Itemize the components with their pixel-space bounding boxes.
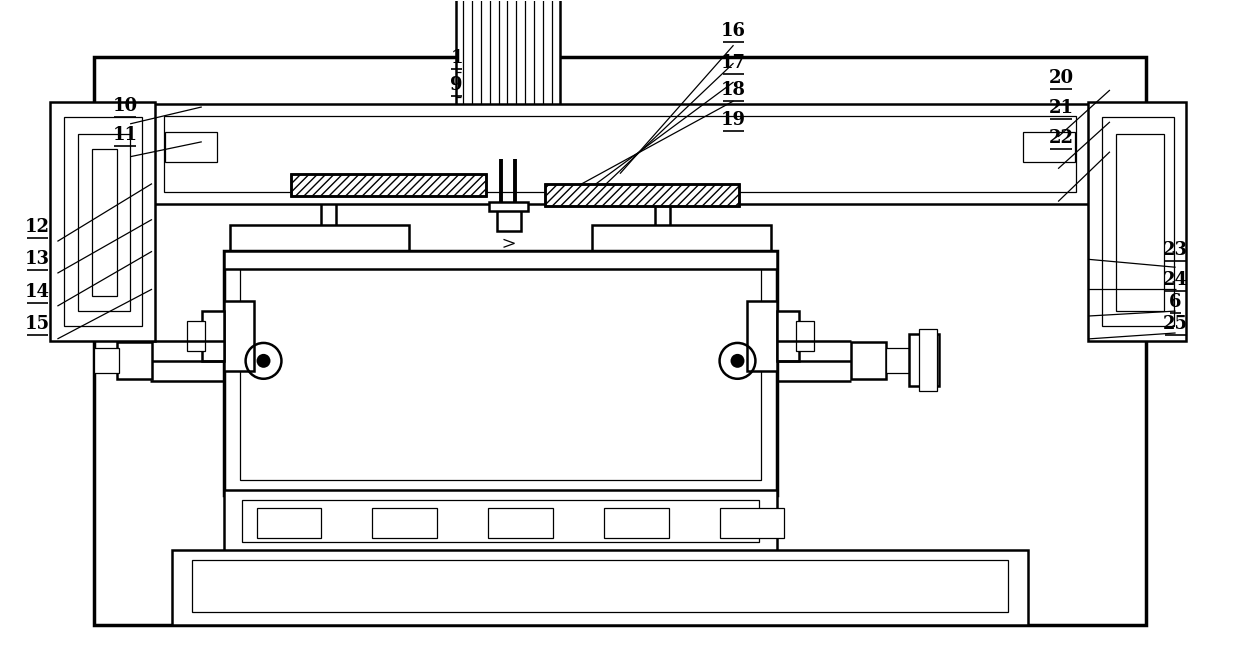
Text: 19: 19 — [720, 111, 746, 129]
Bar — [223, 301, 253, 371]
Bar — [239, 266, 761, 480]
Bar — [604, 508, 668, 538]
Bar — [796, 321, 815, 351]
Bar — [291, 174, 486, 195]
Bar — [546, 184, 739, 206]
Bar — [192, 560, 1008, 612]
Bar — [498, 386, 521, 396]
Bar — [445, 145, 570, 159]
Bar — [1116, 134, 1163, 311]
Text: 13: 13 — [25, 250, 50, 268]
Bar — [372, 508, 436, 538]
Bar — [223, 251, 777, 495]
Bar — [164, 116, 1076, 191]
Bar — [748, 301, 777, 371]
Text: 24: 24 — [1163, 271, 1188, 289]
Bar — [291, 174, 486, 195]
Bar — [94, 348, 119, 373]
Bar — [719, 263, 774, 291]
Text: 12: 12 — [25, 218, 50, 236]
Bar — [257, 508, 321, 538]
Text: 20: 20 — [1049, 69, 1074, 87]
Bar — [1023, 132, 1075, 161]
Bar — [64, 117, 143, 326]
Bar — [242, 500, 759, 542]
Bar — [593, 225, 771, 263]
Circle shape — [257, 354, 270, 368]
Text: 1: 1 — [450, 49, 463, 67]
Bar — [489, 508, 553, 538]
Bar — [919, 329, 936, 391]
Bar — [94, 57, 1146, 625]
Bar — [456, 0, 560, 152]
Bar — [165, 132, 217, 161]
Text: 21: 21 — [1049, 99, 1074, 117]
Bar — [78, 134, 130, 311]
Bar — [229, 263, 284, 291]
Text: 22: 22 — [1049, 129, 1074, 146]
Bar — [51, 102, 155, 341]
Text: 11: 11 — [113, 126, 138, 144]
Bar — [719, 508, 784, 538]
Bar — [1102, 117, 1173, 326]
Bar — [777, 311, 800, 361]
Circle shape — [730, 354, 744, 368]
Bar — [489, 202, 528, 212]
Text: 17: 17 — [720, 54, 746, 72]
Text: 10: 10 — [113, 97, 138, 115]
Bar — [496, 204, 522, 231]
Bar — [92, 149, 117, 296]
Bar — [229, 225, 409, 263]
Bar — [1087, 102, 1185, 341]
Text: 18: 18 — [720, 81, 746, 99]
Text: 6: 6 — [1169, 293, 1182, 311]
Bar — [909, 334, 939, 386]
Text: 23: 23 — [1163, 242, 1188, 259]
Bar — [223, 490, 777, 555]
Bar — [851, 342, 885, 379]
Bar — [491, 394, 528, 403]
Bar — [202, 311, 223, 361]
Bar — [150, 104, 1090, 204]
Text: 14: 14 — [25, 283, 50, 301]
Text: 25: 25 — [1163, 315, 1188, 333]
Bar — [223, 251, 777, 270]
Bar — [546, 184, 739, 206]
Text: 16: 16 — [720, 22, 746, 40]
Text: 15: 15 — [25, 315, 50, 333]
Bar — [172, 550, 1028, 625]
Bar — [117, 342, 153, 379]
Text: 9: 9 — [450, 76, 463, 94]
Bar — [229, 291, 360, 309]
Bar — [885, 348, 937, 373]
Bar — [187, 321, 205, 351]
